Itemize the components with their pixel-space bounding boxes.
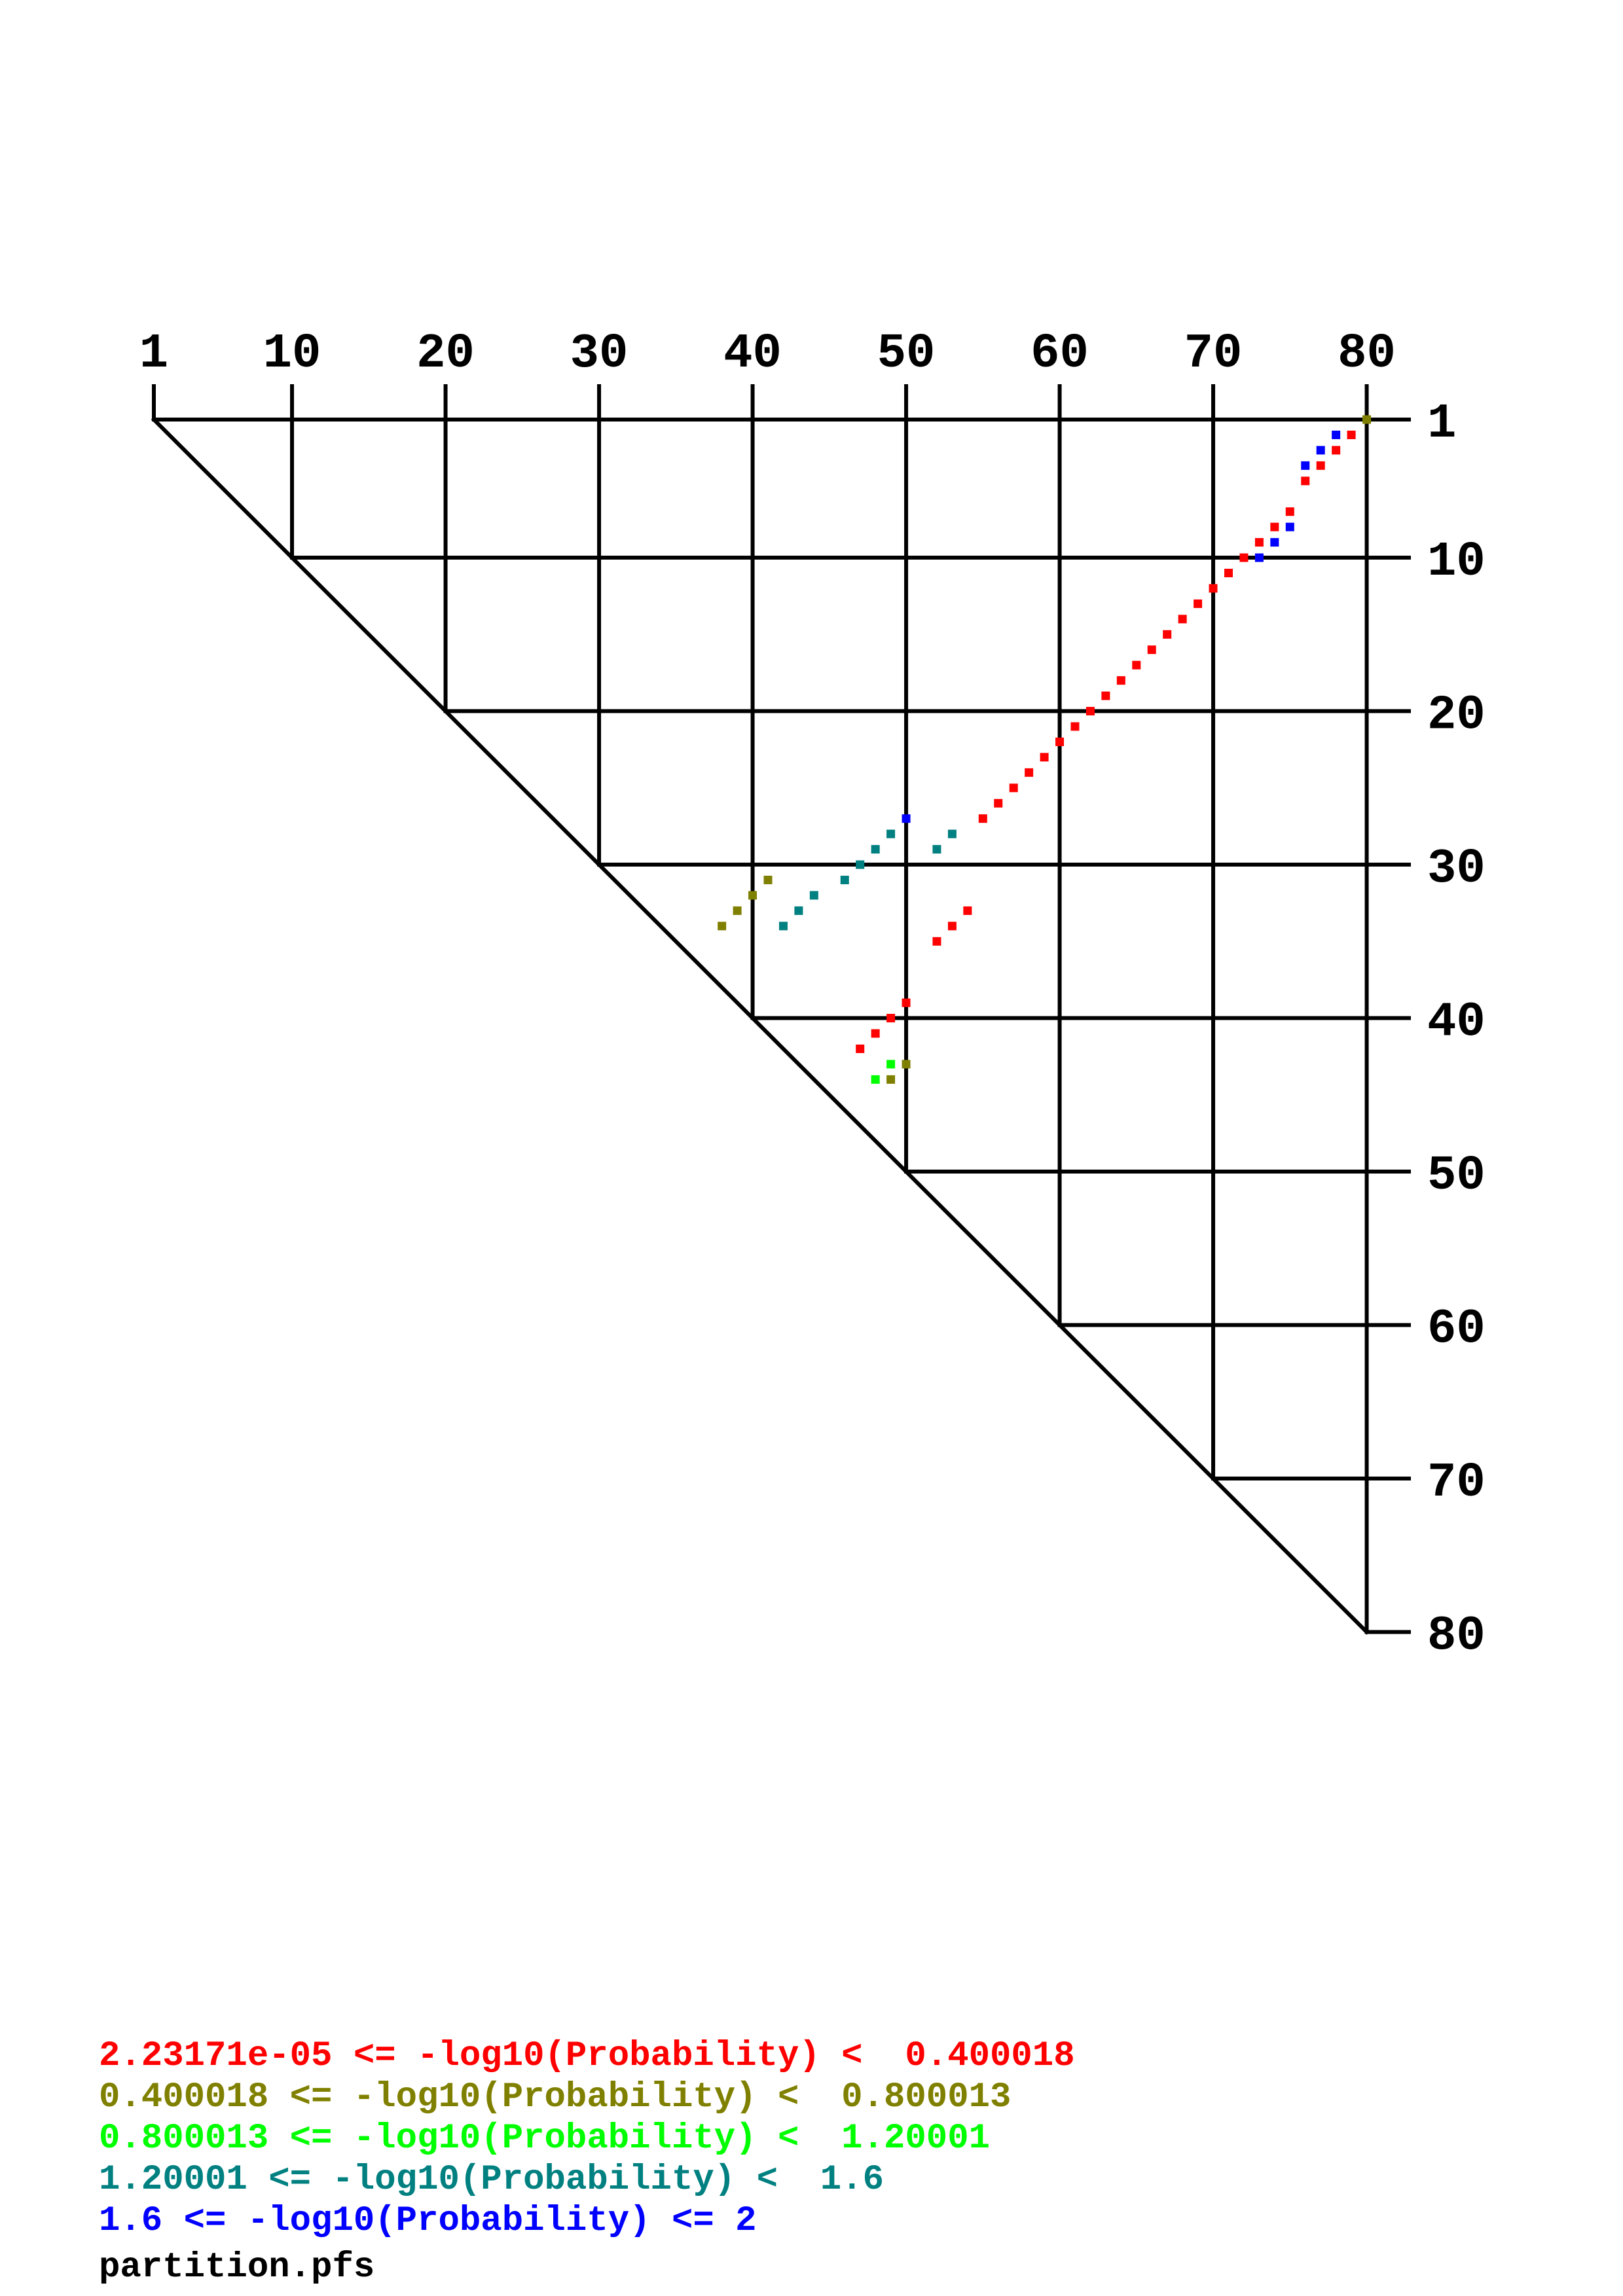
probability-dot	[902, 998, 911, 1007]
probability-dot	[1285, 522, 1294, 531]
y-tick-label: 30	[1427, 842, 1486, 897]
probability-dot	[1009, 783, 1018, 793]
probability-dot	[902, 814, 911, 823]
probability-dot	[886, 829, 896, 838]
y-tick-label: 80	[1427, 1609, 1486, 1664]
probability-dot	[1347, 430, 1356, 439]
x-tick-label: 40	[723, 327, 782, 382]
probability-dot	[902, 1060, 911, 1069]
probability-dot	[932, 937, 941, 946]
probability-dot	[794, 906, 803, 915]
probability-dot	[1132, 660, 1141, 670]
y-tick-label: 20	[1427, 689, 1486, 744]
grid	[151, 384, 1411, 1635]
probability-dot	[1085, 707, 1095, 716]
probability-dot	[1209, 584, 1218, 593]
diagonal-line	[151, 416, 1370, 1635]
probability-dot	[1055, 737, 1065, 746]
probability-dot	[978, 814, 987, 823]
legend: 2.23171e-05 <= -log10(Probability) < 0.4…	[99, 2036, 1075, 2241]
probability-dot	[733, 906, 742, 915]
probability-dot	[963, 906, 972, 915]
probability-dot	[1362, 415, 1372, 424]
filename-label: partition.pfs	[99, 2248, 374, 2287]
x-tick-label: 70	[1184, 327, 1243, 382]
x-tick-label: 80	[1338, 327, 1396, 382]
probability-dot	[1147, 645, 1156, 655]
x-tick-label: 20	[416, 327, 475, 382]
x-tick-label: 30	[570, 327, 629, 382]
probability-dot	[1239, 553, 1249, 562]
legend-entry: 2.23171e-05 <= -log10(Probability) < 0.4…	[99, 2036, 1075, 2076]
probability-dot	[947, 922, 957, 931]
probability-dot	[886, 1014, 896, 1023]
probability-dot	[1070, 722, 1080, 731]
y-tick-label: 1	[1427, 397, 1456, 452]
probability-dot	[1316, 446, 1325, 455]
legend-entry: 0.800013 <= -log10(Probability) < 1.2000…	[99, 2119, 990, 2159]
probability-dot	[1254, 553, 1264, 562]
probability-dot	[886, 1060, 896, 1069]
probability-dot	[886, 1075, 896, 1084]
probability-dot	[1285, 507, 1294, 516]
probability-dot	[871, 845, 880, 854]
y-tick-labels: 1 10 20 30 40 50 60 70 80	[1427, 397, 1486, 1664]
probability-dot	[1116, 676, 1125, 685]
probability-dot	[1316, 461, 1325, 470]
y-tick-label: 70	[1427, 1456, 1486, 1511]
probability-dot	[1101, 691, 1110, 700]
probability-dot	[778, 922, 788, 931]
probability-dot	[1040, 753, 1049, 762]
probability-dot	[994, 798, 1003, 808]
probability-dot	[1194, 599, 1203, 608]
probability-dot	[1301, 461, 1310, 470]
probability-dot	[1270, 538, 1279, 547]
x-tick-label: 1	[139, 327, 168, 382]
probability-dot	[763, 876, 773, 884]
probability-dot	[1163, 630, 1172, 639]
y-tick-label: 60	[1427, 1302, 1486, 1357]
legend-entry: 0.400018 <= -log10(Probability) < 0.8000…	[99, 2077, 1011, 2117]
x-tick-label: 60	[1030, 327, 1089, 382]
probability-dot	[932, 845, 941, 854]
probability-dot	[809, 891, 818, 900]
probability-dot	[1025, 768, 1034, 777]
legend-entry: 1.20001 <= -log10(Probability) < 1.6	[99, 2160, 884, 2200]
probability-dot	[718, 922, 727, 931]
probability-dot	[871, 1075, 880, 1084]
probability-dot	[1224, 569, 1233, 577]
x-tick-label: 10	[263, 327, 321, 382]
probability-dot	[1332, 446, 1341, 455]
y-tick-label: 40	[1427, 996, 1486, 1050]
probability-dot	[1178, 615, 1187, 624]
probability-dot	[871, 1029, 880, 1038]
probability-dot	[947, 829, 957, 838]
probability-dot	[748, 891, 757, 900]
y-tick-label: 50	[1427, 1149, 1486, 1204]
probability-dot	[1270, 522, 1279, 531]
probability-dot	[856, 1044, 865, 1053]
y-tick-label: 10	[1427, 535, 1486, 590]
probability-dot	[1332, 430, 1341, 439]
x-tick-label: 50	[877, 327, 936, 382]
legend-entry: 1.6 <= -log10(Probability) <= 2	[99, 2201, 757, 2241]
probability-dot	[840, 876, 849, 884]
probability-dot	[856, 860, 865, 869]
probability-dot	[1301, 476, 1310, 486]
probability-dots	[718, 415, 1372, 1084]
x-tick-labels: 1 10 20 30 40 50 60 70 80	[139, 327, 1396, 382]
probability-dot	[1254, 538, 1264, 547]
